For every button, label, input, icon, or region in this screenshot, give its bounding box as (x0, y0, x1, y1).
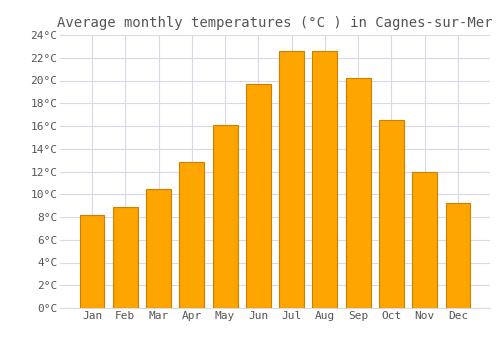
Bar (113, 207, 138, 308)
Title: Average monthly temperatures (°C ) in Cagnes-sur-Mer: Average monthly temperatures (°C ) in Ca… (57, 16, 493, 30)
Bar (279, 51, 304, 308)
Bar (446, 203, 470, 308)
Bar (212, 125, 238, 308)
Bar (80, 215, 104, 308)
Bar (379, 120, 404, 308)
Bar (246, 84, 271, 308)
Bar (180, 162, 204, 308)
Bar (412, 172, 437, 308)
Bar (146, 189, 171, 308)
Bar (346, 78, 370, 308)
Bar (312, 51, 338, 308)
